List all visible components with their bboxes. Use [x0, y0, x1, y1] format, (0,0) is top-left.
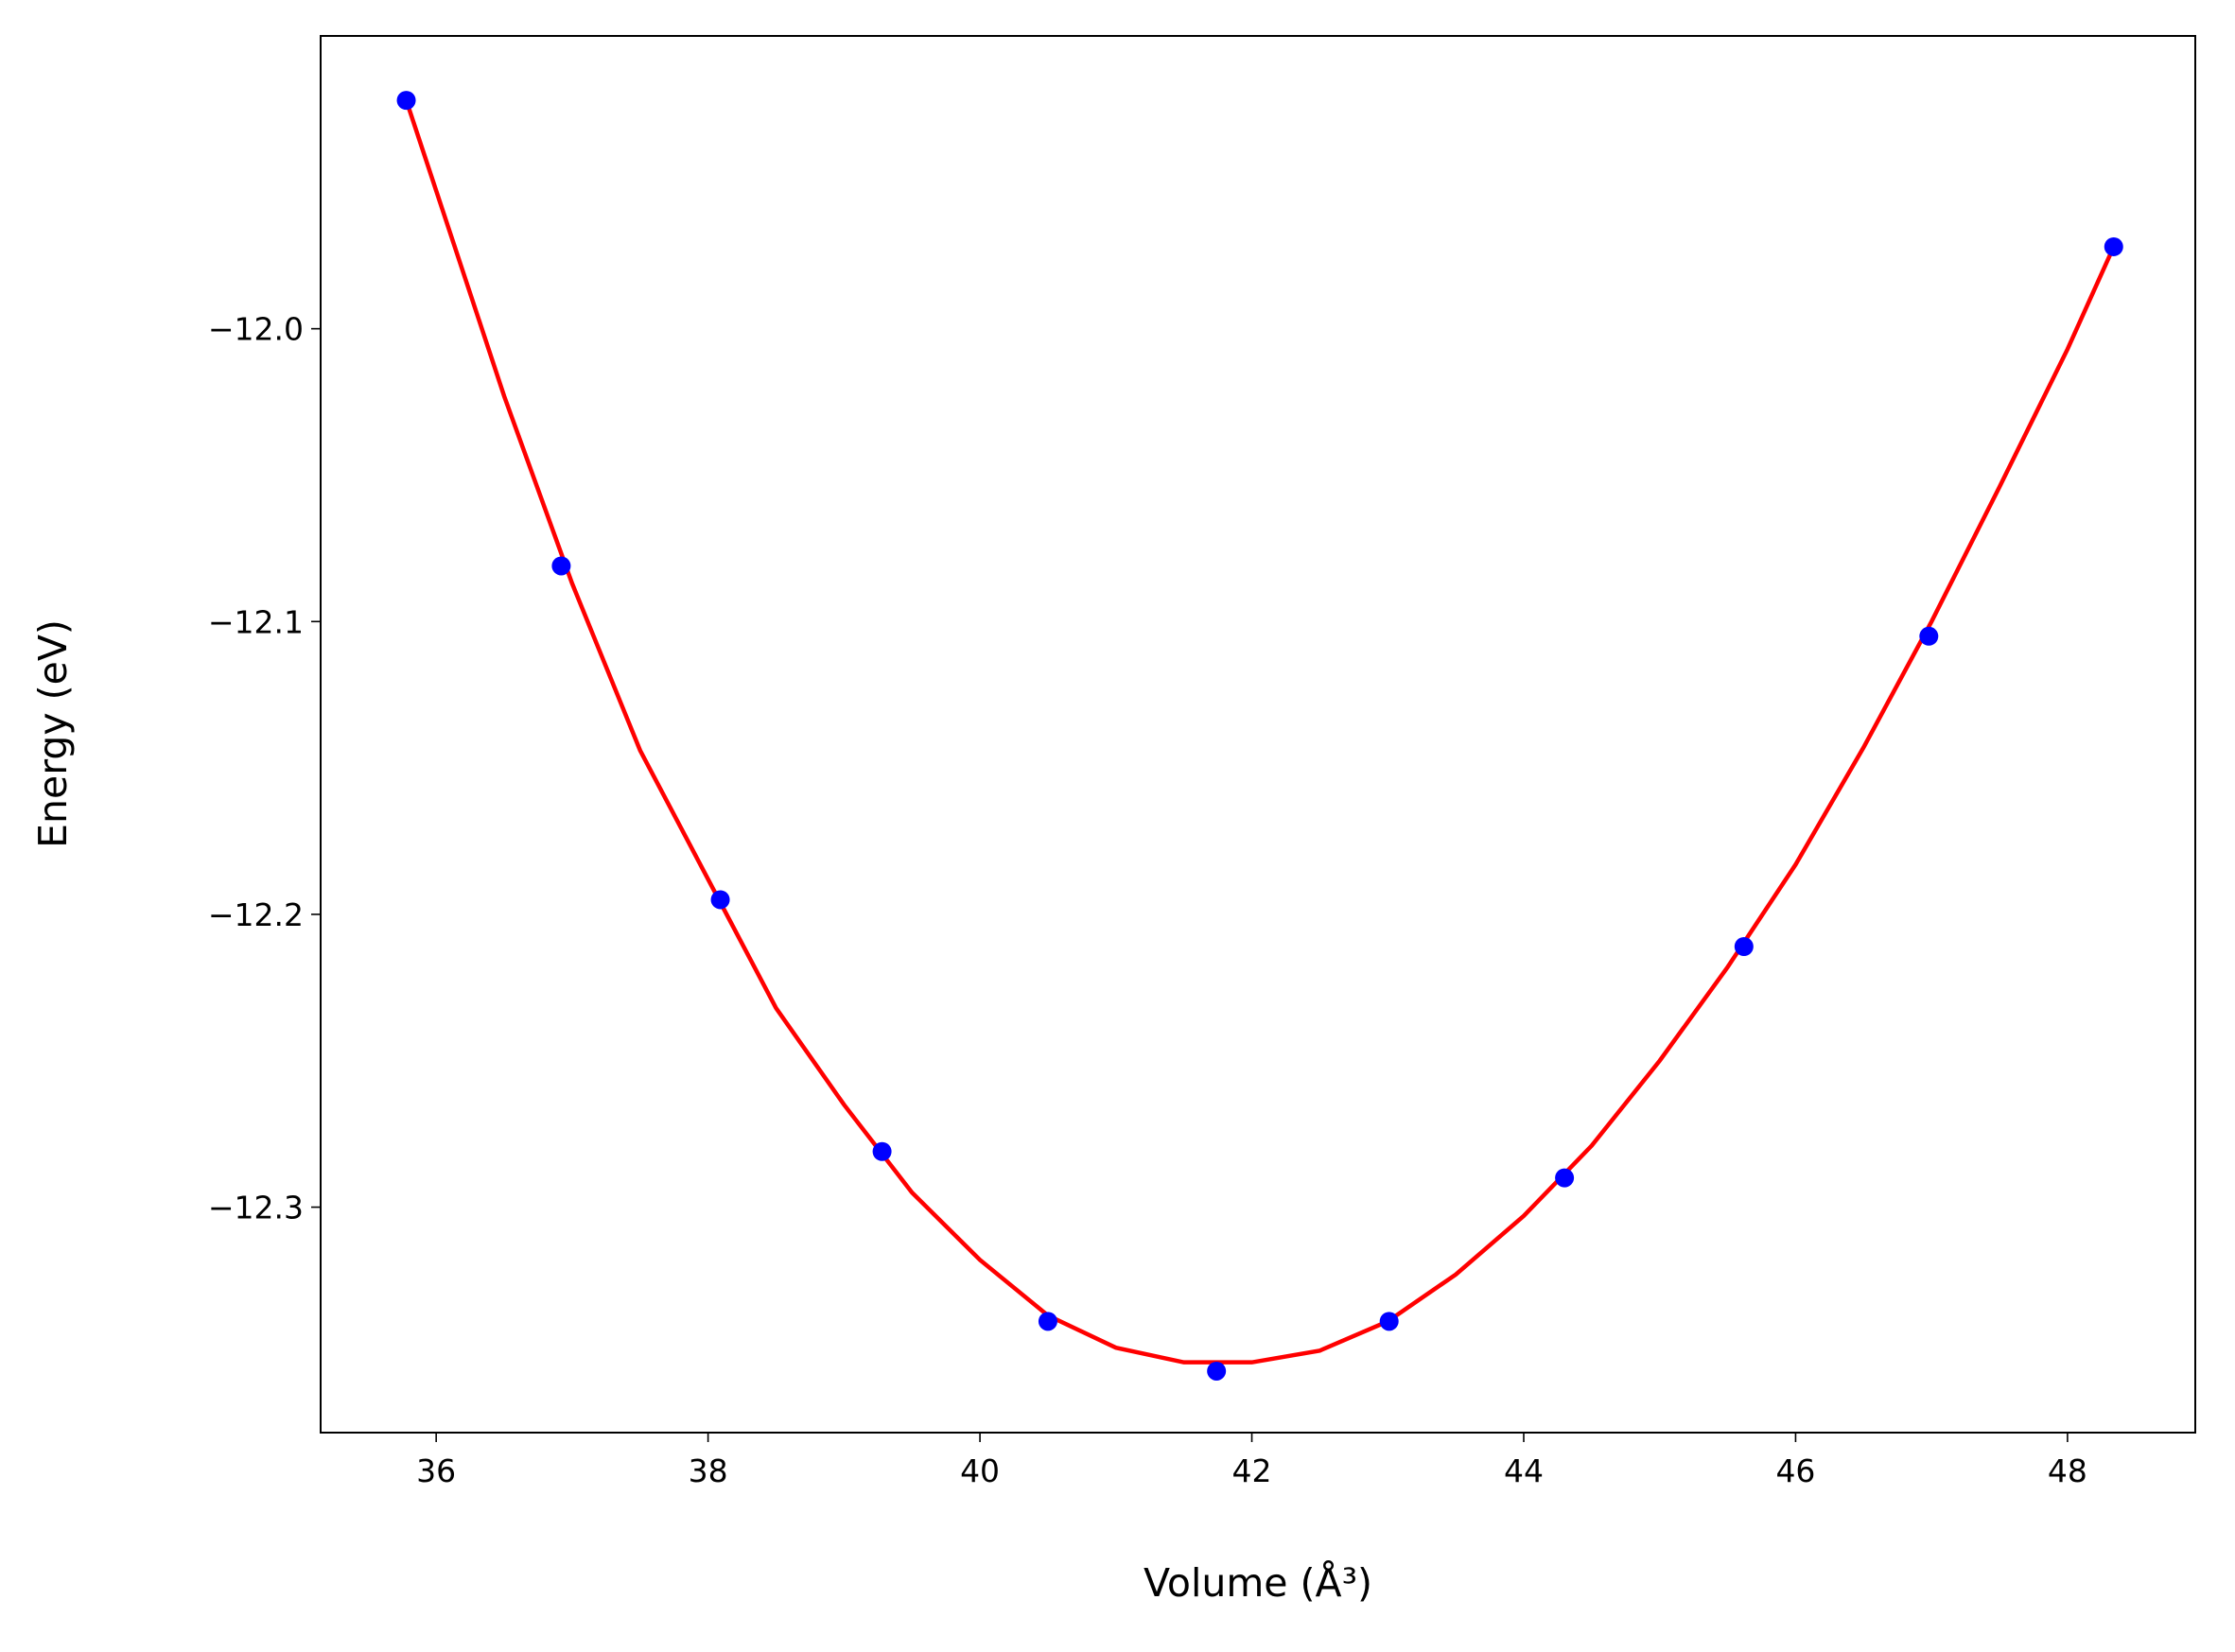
data-point: [551, 556, 571, 576]
data-point: [1038, 1312, 1057, 1331]
data-point: [1919, 626, 1939, 646]
data-point: [710, 890, 730, 910]
data-point: [1555, 1168, 1575, 1188]
y-tick-label: −12.3: [208, 1190, 304, 1226]
y-tick-label: −12.1: [208, 603, 304, 640]
y-axis-label: Energy (eV): [30, 619, 76, 848]
data-point: [1379, 1312, 1399, 1331]
x-tick-label: 38: [689, 1452, 728, 1489]
fit-curve: [404, 99, 2116, 1365]
x-tick-label: 48: [2048, 1452, 2087, 1489]
x-tick-label: 46: [1775, 1452, 1815, 1489]
data-point: [1734, 936, 1754, 956]
data-point: [872, 1141, 892, 1161]
y-tick-label: −12.0: [208, 311, 304, 348]
x-tick-label: 42: [1232, 1452, 1272, 1489]
data-point: [2104, 236, 2123, 256]
data-point: [396, 91, 416, 111]
plot-frame: [320, 35, 2196, 1434]
x-axis-label: Volume (Å³): [1144, 1560, 1372, 1606]
y-tick-label: −12.2: [208, 896, 304, 933]
data-point: [1207, 1361, 1227, 1381]
x-tick-label: 40: [960, 1452, 1000, 1489]
x-tick-label: 44: [1504, 1452, 1544, 1489]
x-tick-label: 36: [416, 1452, 456, 1489]
